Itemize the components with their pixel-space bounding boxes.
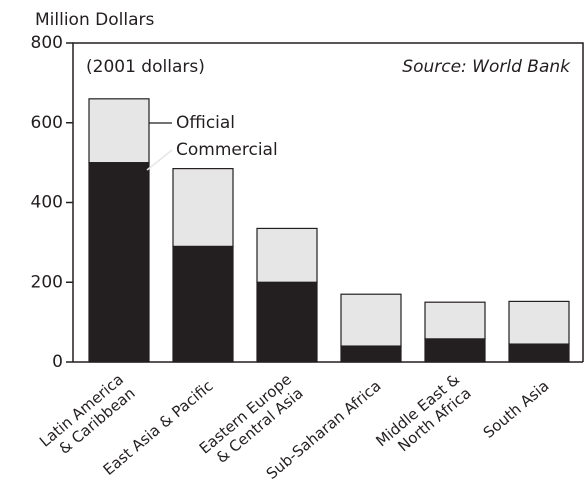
bar-segment [508,343,570,363]
y-tick-label: 200 [31,272,63,292]
bar-segment [424,338,486,363]
bar-segment [508,300,570,345]
bar-segment [340,293,402,347]
y-tick-label: 600 [31,113,63,133]
bar-segment [88,162,150,363]
bar-segment [172,168,234,247]
y-tick-label: 0 [52,352,63,372]
bar-segment [424,301,486,340]
bar-segment [340,345,402,363]
bar-segment [256,281,318,363]
bar-segment [172,245,234,363]
bar-segment [256,227,318,283]
legend-leader [146,149,173,171]
y-tick-label: 400 [31,193,63,213]
bar-segment [88,98,150,164]
subtitle: (2001 dollars) [86,57,205,77]
legend-label: Commercial [176,140,278,160]
legend-label: Official [176,113,235,133]
y-axis-label: Million Dollars [35,10,154,30]
source-note: Source: World Bank [402,57,571,77]
y-tick-label: 800 [31,33,63,53]
x-tick-label: Middle East &North Africa [372,370,474,464]
x-tick-label: South Asia [480,377,553,442]
